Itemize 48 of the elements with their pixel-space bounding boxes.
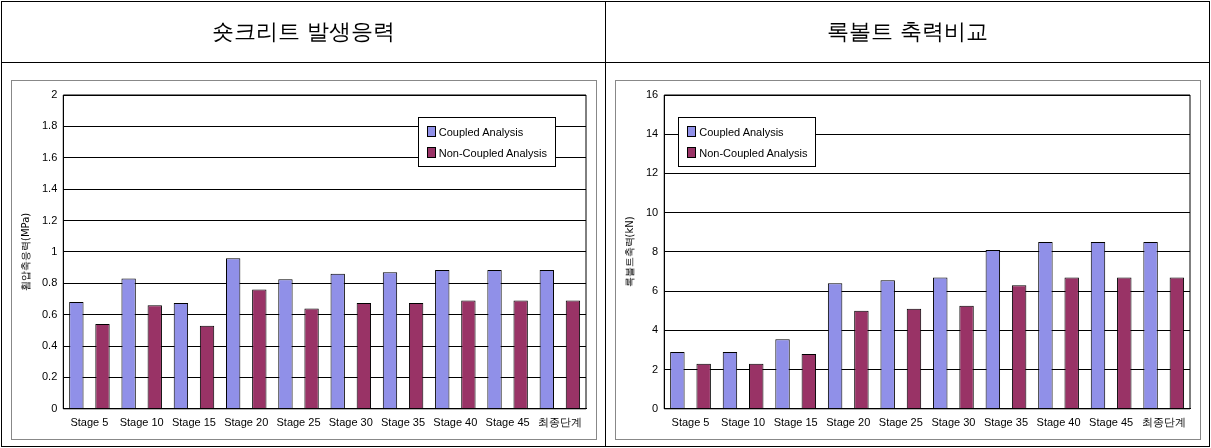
x-tick-label: Stage 20 [224, 416, 269, 429]
y-tick-label: 2 [652, 362, 659, 375]
x-tick-label: Stage 45 [1089, 416, 1134, 429]
legend-label: Coupled Analysis [698, 124, 785, 140]
y-tick-label: 1.8 [41, 119, 58, 132]
y-tick-label: 0 [652, 401, 659, 414]
x-tick-label: Stage 30 [328, 416, 373, 429]
y-tick-label: 4 [652, 323, 659, 336]
x-tick-label: Stage 20 [826, 416, 871, 429]
y-tick-label: 1 [51, 244, 58, 257]
chart-title: 록볼트 축력비교 [606, 2, 1209, 63]
x-tick-label: Stage 45 [485, 416, 530, 429]
y-tick-label: 12 [645, 166, 659, 179]
x-tick-label: Stage 35 [381, 416, 426, 429]
legend-label: Coupled Analysis [437, 124, 525, 140]
y-tick-label: 8 [652, 244, 659, 257]
y-axis-title: 록볼트축력(kN) [623, 216, 635, 288]
y-tick-label: 0 [51, 401, 58, 414]
y-tick-label: 1.6 [41, 150, 58, 163]
y-tick-label: 10 [645, 205, 659, 218]
legend-label: Non-Coupled Analysis [698, 145, 808, 161]
chart-title: 숏크리트 발생응력 [2, 2, 605, 63]
x-tick-label: 최종단계 [1141, 416, 1186, 429]
x-tick-label: Stage 5 [671, 416, 710, 429]
x-tick-label: Stage 35 [983, 416, 1029, 429]
x-tick-label: Stage 40 [1036, 416, 1081, 429]
x-tick-label: 최종단계 [537, 416, 582, 429]
y-tick-label: 2 [51, 88, 58, 101]
x-tick-label: Stage 30 [931, 416, 976, 429]
y-tick-label: 6 [652, 284, 659, 297]
y-tick-label: 16 [645, 88, 659, 101]
y-tick-label: 0.2 [41, 370, 58, 383]
x-tick-label: Stage 25 [276, 416, 321, 429]
x-tick-label: Stage 40 [433, 416, 478, 429]
x-tick-label: Stage 15 [171, 416, 216, 429]
x-tick-label: Stage 25 [878, 416, 923, 429]
y-tick-label: 1.2 [41, 213, 58, 226]
y-tick-label: 0.4 [41, 339, 58, 352]
x-tick-label: Stage 5 [70, 416, 109, 429]
x-tick-label: Stage 10 [721, 416, 766, 429]
y-tick-label: 0.6 [41, 307, 58, 320]
x-tick-label: Stage 15 [773, 416, 818, 429]
y-tick-label: 0.8 [41, 276, 58, 289]
legend-label: Non-Coupled Analysis [437, 145, 547, 161]
y-tick-label: 1.4 [41, 182, 58, 195]
x-tick-label: Stage 10 [119, 416, 164, 429]
y-tick-label: 14 [645, 127, 659, 140]
y-axis-title: 휨압축응력(MPa) [19, 212, 31, 291]
